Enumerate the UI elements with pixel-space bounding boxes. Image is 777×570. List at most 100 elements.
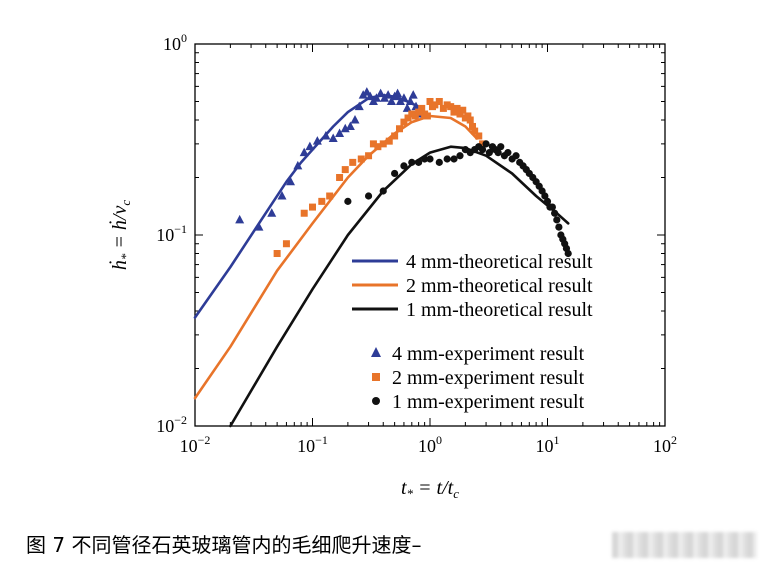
circle-point: [400, 162, 408, 170]
triangle-point: [286, 176, 296, 186]
square-point: [349, 158, 357, 166]
circle-point: [478, 145, 487, 154]
triangle-point: [376, 88, 386, 98]
square-point: [273, 250, 281, 258]
circle-point: [504, 149, 512, 157]
circle-point: [415, 158, 423, 166]
legend-marker-swatch: [372, 373, 380, 381]
square-point: [395, 125, 403, 133]
square-point: [456, 110, 464, 118]
triangle-point: [371, 93, 381, 102]
square-point: [318, 197, 326, 205]
triangle-point: [267, 208, 277, 217]
square-point: [408, 110, 416, 118]
circle-point: [564, 249, 572, 258]
legend-label: 2 mm-experiment result: [392, 367, 585, 389]
circle-point: [551, 209, 559, 217]
triangle-point: [277, 191, 287, 200]
caption-text: 图 7 不同管径石英玻璃管内的毛细爬升速度–: [26, 533, 422, 557]
triangle-point: [393, 88, 403, 98]
square-point: [391, 132, 399, 140]
triangle-point: [305, 141, 315, 151]
circle-point: [379, 187, 387, 195]
square-point: [309, 203, 316, 211]
circle-point: [548, 203, 556, 211]
circle-point: [494, 149, 502, 157]
triangle-point: [386, 96, 396, 105]
square-point: [466, 116, 474, 124]
square-point: [365, 152, 373, 160]
triangle-point: [321, 130, 331, 140]
circle-point: [364, 192, 373, 200]
x-tick-label: 102: [653, 433, 677, 456]
circle-point: [485, 149, 493, 157]
square-point: [374, 143, 382, 151]
circle-point: [450, 155, 458, 163]
x-tick-label: 10−1: [297, 433, 328, 456]
circle-point: [512, 152, 520, 160]
square-point: [450, 108, 458, 116]
square-point: [369, 140, 377, 148]
blurred-watermark: [612, 532, 757, 558]
square-point: [439, 104, 447, 112]
circle-point: [543, 197, 552, 205]
circle-point: [553, 216, 561, 224]
triangle-point: [408, 90, 418, 99]
circle-point: [426, 155, 434, 163]
square-point: [404, 114, 412, 122]
circle-point: [344, 197, 352, 205]
square-point: [385, 137, 393, 145]
triangle-point: [350, 115, 360, 124]
square-point: [411, 112, 419, 120]
square-point: [475, 132, 483, 140]
square-point: [464, 112, 472, 120]
axis-ticks: [194, 44, 665, 427]
square-point: [400, 118, 408, 126]
circle-point: [408, 158, 416, 166]
square-point: [341, 166, 349, 174]
square-point: [423, 112, 431, 120]
square-point: [415, 108, 423, 116]
triangle-point: [402, 103, 412, 112]
circle-point: [421, 155, 429, 163]
square-point: [379, 140, 387, 148]
square-point: [459, 106, 467, 114]
circle-point: [443, 155, 451, 163]
square-point: [426, 97, 434, 105]
square-point: [357, 155, 365, 163]
triangle-point: [340, 123, 350, 133]
triangle-point: [299, 147, 309, 157]
legend-label: 4 mm-theoretical result: [406, 251, 593, 273]
square-point: [336, 174, 344, 182]
y-tick-label: 10−2: [156, 413, 187, 436]
circle-point: [541, 192, 549, 200]
triangle-point: [383, 90, 393, 99]
legend-marker-swatch: [372, 397, 380, 405]
experiment-markers: [235, 87, 572, 258]
circle-point: [435, 158, 443, 166]
triangle-point: [312, 136, 322, 145]
triangle-point: [362, 87, 372, 96]
square-point: [435, 97, 443, 105]
legend-label: 2 mm-theoretical result: [406, 275, 593, 297]
square-point: [453, 104, 461, 112]
legend-label: 1 mm-theoretical result: [406, 299, 593, 321]
triangle-point: [235, 214, 245, 224]
tick-labels: 10−2 10−1 100 101 102 10−2 10−1 100: [156, 31, 677, 456]
y-tick-label: 100: [163, 31, 187, 54]
triangle-point: [335, 128, 345, 137]
square-point: [300, 209, 308, 217]
circle-point: [391, 169, 399, 178]
x-tick-label: 101: [536, 433, 560, 456]
figure-caption: 图 7 不同管径石英玻璃管内的毛细爬升速度–: [26, 528, 616, 562]
circle-point: [456, 152, 464, 160]
chart: 10−2 10−1 100 101 102 10−2 10−1 100 4 mm-theore…: [108, 31, 677, 501]
circle-point: [482, 140, 490, 148]
square-point: [431, 101, 439, 109]
square-point: [469, 122, 477, 130]
circle-point: [555, 223, 563, 231]
x-tick-label: 10−2: [180, 433, 211, 456]
triangle-point: [399, 93, 409, 102]
triangle-point: [354, 101, 364, 111]
